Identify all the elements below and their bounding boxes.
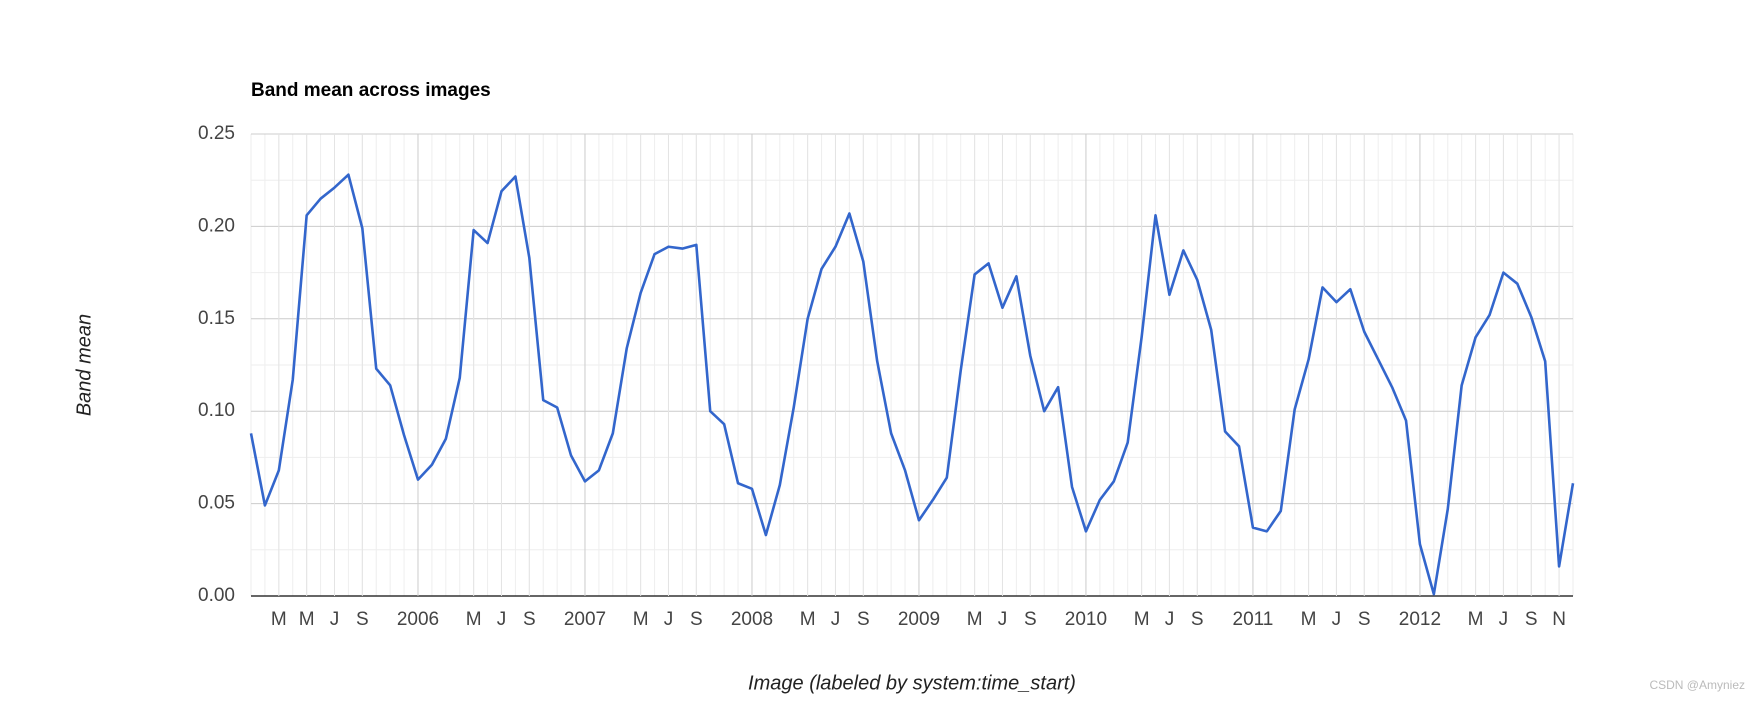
x-tick-label: J <box>1499 609 1509 630</box>
x-tick-label: 2006 <box>397 609 439 630</box>
x-tick-label: S <box>1191 609 1204 630</box>
x-tick-label: M <box>1134 609 1150 630</box>
grid <box>250 133 1574 597</box>
x-tick-label: J <box>1165 609 1175 630</box>
x-tick-label: S <box>1525 609 1538 630</box>
x-tick-label: S <box>1358 609 1371 630</box>
x-tick-label: J <box>497 609 507 630</box>
x-tick-label: J <box>1332 609 1342 630</box>
y-tick-label: 0.25 <box>198 123 235 144</box>
x-tick-label: M <box>271 609 287 630</box>
data-line <box>249 173 1575 596</box>
y-axis-title: Band mean <box>73 314 95 416</box>
x-tick-label: 2009 <box>898 609 940 630</box>
chart-title: Band mean across images <box>251 80 491 101</box>
y-tick-label: 0.20 <box>198 215 235 236</box>
x-tick-label: J <box>831 609 841 630</box>
x-tick-label: S <box>356 609 369 630</box>
x-tick-label: N <box>1552 609 1566 630</box>
x-tick-label: M <box>967 609 983 630</box>
x-tick-label: 2007 <box>564 609 606 630</box>
x-tick-label: J <box>998 609 1008 630</box>
x-tick-label: M <box>1468 609 1484 630</box>
x-tick-label: S <box>857 609 870 630</box>
x-tick-label: J <box>330 609 340 630</box>
x-tick-label: 2012 <box>1399 609 1441 630</box>
x-tick-label: M <box>466 609 482 630</box>
x-tick-label: M <box>800 609 816 630</box>
x-tick-label: S <box>690 609 703 630</box>
x-tick-label: S <box>523 609 536 630</box>
y-tick-label: 0.10 <box>198 400 235 421</box>
x-tick-label: 2008 <box>731 609 773 630</box>
x-tick-label: M <box>633 609 649 630</box>
x-tick-label: 2010 <box>1065 609 1107 630</box>
y-tick-label: 0.05 <box>198 493 235 514</box>
x-tick-label: 2011 <box>1233 609 1274 630</box>
y-tick-label: 0.00 <box>198 585 235 606</box>
x-tick-label: M <box>299 609 315 630</box>
x-axis-title: Image (labeled by system:time_start) <box>748 672 1076 694</box>
x-tick-label: J <box>664 609 674 630</box>
x-tick-label: M <box>1301 609 1317 630</box>
x-tick-label: S <box>1024 609 1037 630</box>
y-tick-label: 0.15 <box>198 308 235 329</box>
watermark: CSDN @Amyniez <box>1649 678 1745 692</box>
